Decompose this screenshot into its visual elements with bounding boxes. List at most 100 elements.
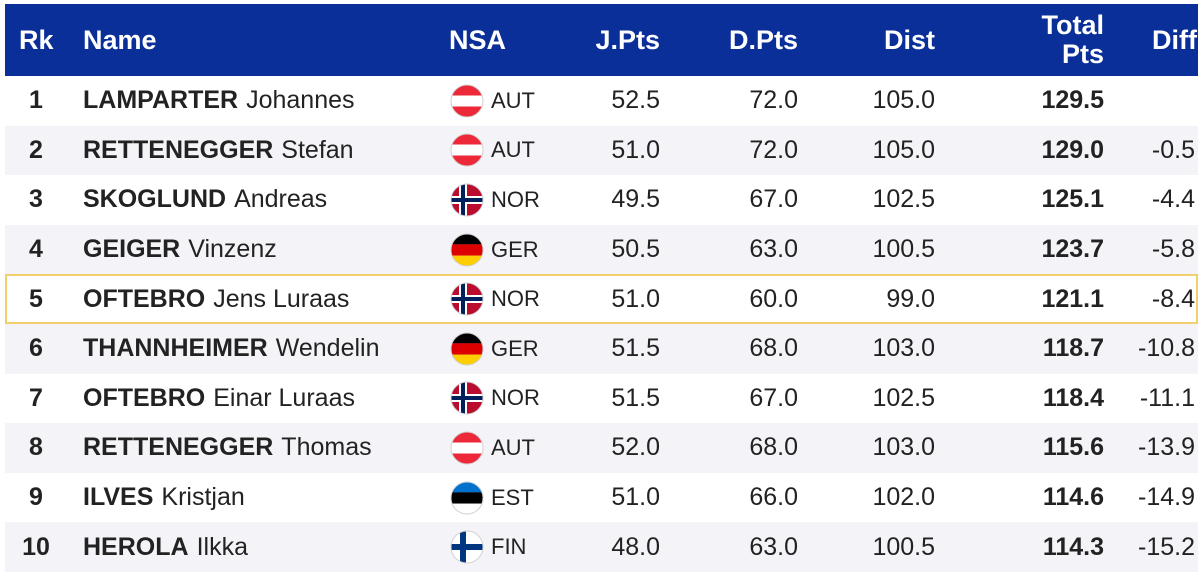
athlete-first-name: Jens Luraas [213, 284, 350, 313]
total-points-cell: 121.1 [1041, 284, 1104, 313]
header-distance[interactable]: Dist [883, 24, 935, 55]
athlete-name-cell[interactable]: THANNHEIMER Wendelin [83, 324, 380, 374]
header-rank[interactable]: Rk [19, 24, 54, 55]
diff-cell: -8.4 [1151, 284, 1195, 313]
diff-cell [1125, 76, 1195, 126]
table-row[interactable]: 2 RETTENEGGER Stefan AUT 51.0 72.0 105.0… [5, 125, 1198, 176]
nsa-cell: GER [491, 335, 539, 361]
distance-points-cell: 67.0 [749, 383, 798, 412]
athlete-first-name: Stefan [281, 135, 354, 164]
athlete-name-cell[interactable]: OFTEBRO Einar Luraas [83, 374, 355, 424]
judge-points-cell: 51.0 [611, 284, 660, 313]
nsa-cell: FIN [491, 534, 527, 560]
judge-points-cell: 52.0 [611, 433, 660, 462]
distance-cell: 99.0 [886, 284, 935, 313]
distance-points-cell: 72.0 [749, 135, 798, 164]
athlete-name-cell[interactable]: LAMPARTER Johannes [83, 76, 355, 126]
flag-cell [449, 76, 485, 126]
table-row[interactable]: 6 THANNHEIMER Wendelin GER 51.5 68.0 103… [5, 323, 1198, 374]
header-judge-points[interactable]: J.Pts [595, 24, 660, 55]
distance-points-cell: 66.0 [749, 483, 798, 512]
table-row[interactable]: 5 OFTEBRO Jens Luraas NOR 51.0 60.0 99.0… [5, 274, 1198, 324]
header-total-points[interactable]: Total Pts [1005, 4, 1105, 76]
nsa-cell: EST [491, 484, 534, 510]
athlete-first-name: Ilkka [196, 532, 248, 561]
athlete-name-cell[interactable]: OFTEBRO Jens Luraas [83, 274, 349, 324]
distance-cell: 105.0 [872, 86, 935, 115]
table-row[interactable]: 7 OFTEBRO Einar Luraas NOR 51.5 67.0 102… [5, 374, 1198, 424]
athlete-name-cell[interactable]: ILVES Kristjan [83, 473, 245, 523]
header-distance-points[interactable]: D.Pts [728, 24, 798, 55]
nsa-cell: AUT [491, 137, 535, 163]
table-row[interactable]: 4 GEIGER Vinzenz GER 50.5 63.0 100.5 123… [5, 224, 1198, 275]
athlete-first-name: Kristjan [161, 483, 245, 512]
flag-cell [449, 225, 485, 275]
rank-cell: 1 [29, 86, 43, 115]
header-total-line1: Total [1041, 10, 1105, 40]
athlete-last-name: SKOGLUND [83, 185, 227, 214]
header-name[interactable]: Name [83, 24, 157, 55]
header-diff[interactable]: Diff [1152, 24, 1197, 55]
austria-flag-icon [450, 133, 484, 167]
table-row[interactable]: 8 RETTENEGGER Thomas AUT 52.0 68.0 103.0… [5, 423, 1198, 473]
table-row[interactable]: 9 ILVES Kristjan EST 51.0 66.0 102.0 114… [5, 473, 1198, 523]
nsa-cell: NOR [491, 186, 540, 212]
judge-points-cell: 51.5 [611, 334, 660, 363]
diff-cell: -4.4 [1151, 185, 1195, 214]
table-row[interactable]: 1 LAMPARTER Johannes AUT 52.5 72.0 105.0… [5, 76, 1198, 126]
rank-cell: 8 [29, 433, 43, 462]
austria-flag-icon [450, 84, 484, 118]
total-points-cell: 123.7 [1041, 235, 1104, 264]
judge-points-cell: 51.0 [611, 483, 660, 512]
total-points-cell: 115.6 [1042, 433, 1104, 462]
distance-points-cell: 68.0 [749, 334, 798, 363]
athlete-first-name: Johannes [246, 86, 355, 115]
distance-cell: 102.5 [872, 383, 935, 412]
total-points-cell: 129.0 [1041, 135, 1104, 164]
rank-cell: 10 [22, 532, 50, 561]
athlete-name-cell[interactable]: RETTENEGGER Stefan [83, 126, 354, 176]
flag-cell [449, 324, 485, 374]
distance-cell: 105.0 [872, 135, 935, 164]
table-row[interactable]: 3 SKOGLUND Andreas NOR 49.5 67.0 102.5 1… [5, 175, 1198, 225]
table-body: 1 LAMPARTER Johannes AUT 52.5 72.0 105.0… [5, 76, 1198, 572]
athlete-last-name: GEIGER [83, 235, 181, 264]
judge-points-cell: 48.0 [611, 532, 660, 561]
flag-cell [449, 473, 485, 523]
rank-cell: 6 [29, 334, 43, 363]
judge-points-cell: 51.0 [611, 135, 660, 164]
distance-cell: 100.5 [872, 235, 935, 264]
total-points-cell: 114.3 [1042, 532, 1104, 561]
total-points-cell: 129.5 [1041, 86, 1104, 115]
athlete-name-cell[interactable]: HEROLA Ilkka [83, 522, 248, 572]
athlete-name-cell[interactable]: SKOGLUND Andreas [83, 175, 327, 225]
flag-cell [449, 175, 485, 225]
distance-cell: 102.0 [872, 483, 935, 512]
germany-flag-icon [450, 332, 484, 366]
athlete-name-cell[interactable]: GEIGER Vinzenz [83, 225, 277, 275]
diff-cell: -11.1 [1139, 383, 1195, 412]
athlete-last-name: LAMPARTER [83, 86, 239, 115]
flag-cell [449, 274, 485, 324]
table-row[interactable]: 10 HEROLA Ilkka FIN 48.0 63.0 100.5 114.… [5, 522, 1198, 572]
diff-cell: -0.5 [1151, 135, 1195, 164]
header-nsa[interactable]: NSA [449, 24, 507, 55]
distance-cell: 100.5 [872, 532, 935, 561]
nsa-cell: NOR [491, 385, 540, 411]
flag-cell [449, 423, 485, 473]
diff-cell: -14.9 [1138, 483, 1195, 512]
judge-points-cell: 49.5 [611, 185, 660, 214]
distance-points-cell: 63.0 [749, 532, 798, 561]
distance-cell: 103.0 [872, 334, 935, 363]
athlete-last-name: HEROLA [83, 532, 189, 561]
norway-flag-icon [450, 183, 484, 217]
distance-points-cell: 60.0 [749, 284, 798, 313]
athlete-name-cell[interactable]: RETTENEGGER Thomas [83, 423, 372, 473]
distance-cell: 103.0 [872, 433, 935, 462]
athlete-first-name: Wendelin [275, 334, 380, 363]
nsa-cell: GER [491, 236, 539, 262]
diff-cell: -13.9 [1138, 433, 1195, 462]
table-header: Rk Name NSA J.Pts D.Pts Dist Total Pts Di… [5, 4, 1198, 76]
total-points-cell: 118.7 [1042, 334, 1104, 363]
header-total-line2: Pts [1061, 39, 1104, 69]
